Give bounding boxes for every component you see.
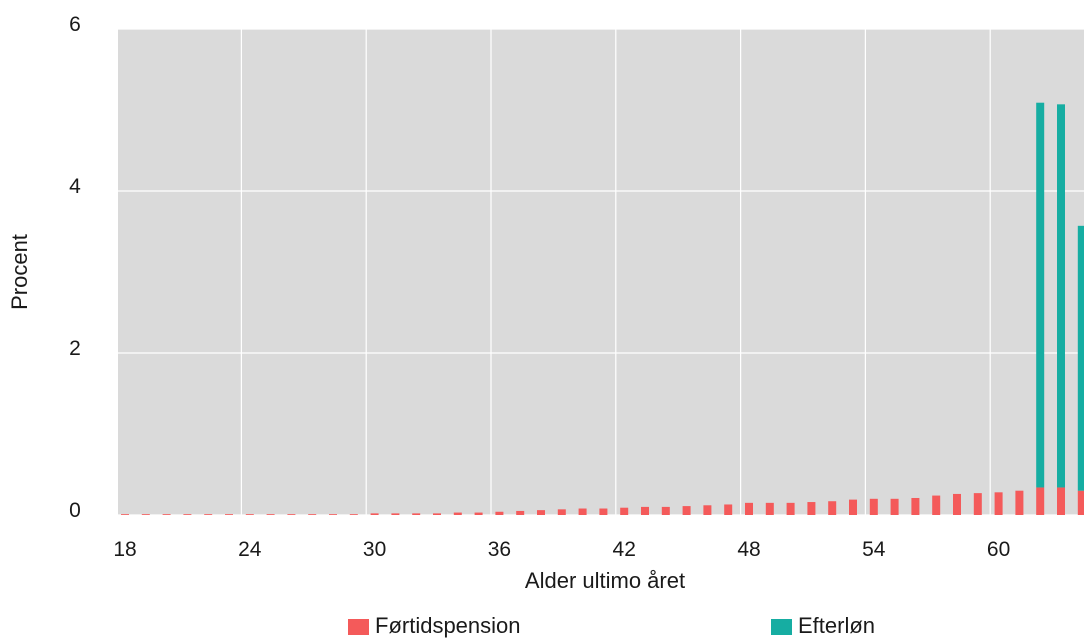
legend-swatch-fortidspension bbox=[348, 619, 369, 635]
x-tick-label: 30 bbox=[363, 538, 386, 561]
bar-fortidspension-36 bbox=[495, 511, 504, 515]
bar-fortidspension-49 bbox=[765, 502, 774, 515]
bar-fortidspension-37 bbox=[516, 510, 525, 515]
bar-fortidspension-62 bbox=[1036, 487, 1045, 515]
bar-fortidspension-55 bbox=[890, 498, 899, 515]
y-axis-label: Procent bbox=[7, 234, 32, 310]
bar-fortidspension-43 bbox=[641, 506, 649, 515]
bar-fortidspension-47 bbox=[724, 504, 733, 515]
bar-fortidspension-33 bbox=[433, 513, 441, 515]
x-tick-label: 18 bbox=[113, 538, 136, 561]
bar-fortidspension-59 bbox=[973, 493, 982, 515]
bar-efterlon-63 bbox=[1057, 104, 1065, 488]
bar-fortidspension-42 bbox=[620, 507, 629, 515]
bar-fortidspension-24 bbox=[245, 514, 254, 515]
bar-fortidspension-20 bbox=[162, 514, 171, 515]
bar-fortidspension-28 bbox=[329, 514, 337, 515]
bar-fortidspension-25 bbox=[266, 514, 275, 515]
bar-efterlon-62 bbox=[1036, 102, 1045, 488]
bar-fortidspension-44 bbox=[661, 506, 670, 515]
legend-swatch-efterlon bbox=[771, 619, 792, 635]
bars bbox=[121, 102, 1084, 515]
bar-fortidspension-39 bbox=[557, 509, 566, 515]
x-tick-label: 54 bbox=[862, 538, 886, 561]
bar-fortidspension-60 bbox=[994, 492, 1003, 515]
x-tick-label: 48 bbox=[737, 538, 760, 561]
bar-efterlon-64 bbox=[1077, 225, 1084, 491]
bar-fortidspension-18 bbox=[121, 514, 129, 515]
bar-fortidspension-54 bbox=[869, 498, 878, 515]
bar-fortidspension-56 bbox=[911, 497, 920, 515]
x-tick-label: 42 bbox=[613, 538, 636, 561]
y-tick-label: 6 bbox=[69, 13, 81, 36]
bar-fortidspension-19 bbox=[141, 514, 150, 515]
bar-fortidspension-23 bbox=[225, 514, 233, 515]
bar-fortidspension-61 bbox=[1015, 490, 1024, 515]
bar-fortidspension-52 bbox=[828, 501, 837, 515]
bar-fortidspension-41 bbox=[599, 508, 608, 515]
bar-fortidspension-45 bbox=[682, 506, 691, 515]
y-tick-label: 0 bbox=[69, 499, 81, 522]
bar-fortidspension-46 bbox=[703, 505, 712, 515]
bar-fortidspension-21 bbox=[183, 514, 192, 515]
bar-fortidspension-26 bbox=[287, 514, 296, 515]
bar-fortidspension-32 bbox=[412, 513, 421, 515]
bar-fortidspension-22 bbox=[204, 514, 213, 515]
bar-fortidspension-38 bbox=[537, 510, 545, 515]
y-tick-label: 2 bbox=[69, 337, 81, 360]
x-tick-labels: 18 24 30 36 42 48 54 60 bbox=[113, 538, 1010, 561]
x-tick-label: 36 bbox=[488, 538, 511, 561]
bar-fortidspension-40 bbox=[578, 508, 587, 515]
bar-fortidspension-35 bbox=[474, 512, 483, 515]
x-axis-label: Alder ultimo året bbox=[525, 568, 685, 593]
bar-fortidspension-53 bbox=[849, 499, 857, 515]
legend-label-efterlon: Efterløn bbox=[798, 613, 875, 638]
x-tick-label: 60 bbox=[987, 538, 1010, 561]
bar-fortidspension-63 bbox=[1057, 487, 1065, 515]
legend: Førtidspension Efterløn bbox=[348, 613, 875, 638]
bar-fortidspension-27 bbox=[308, 514, 317, 515]
bar-fortidspension-48 bbox=[745, 502, 753, 515]
bar-fortidspension-57 bbox=[932, 495, 941, 515]
bar-fortidspension-64 bbox=[1077, 490, 1084, 515]
bar-fortidspension-50 bbox=[786, 502, 795, 515]
x-tick-label: 24 bbox=[238, 538, 262, 561]
bar-fortidspension-30 bbox=[370, 513, 379, 515]
bar-fortidspension-58 bbox=[953, 493, 961, 515]
plot-background bbox=[118, 29, 1084, 515]
bar-fortidspension-34 bbox=[453, 512, 462, 515]
bar-fortidspension-31 bbox=[391, 513, 400, 515]
bar-fortidspension-29 bbox=[349, 514, 358, 515]
y-tick-label: 4 bbox=[69, 175, 81, 198]
legend-label-fortidspension: Førtidspension bbox=[375, 613, 521, 638]
gridlines bbox=[115, 28, 1084, 516]
bar-fortidspension-51 bbox=[807, 502, 816, 515]
y-tick-labels: 0 2 4 6 bbox=[69, 13, 81, 522]
